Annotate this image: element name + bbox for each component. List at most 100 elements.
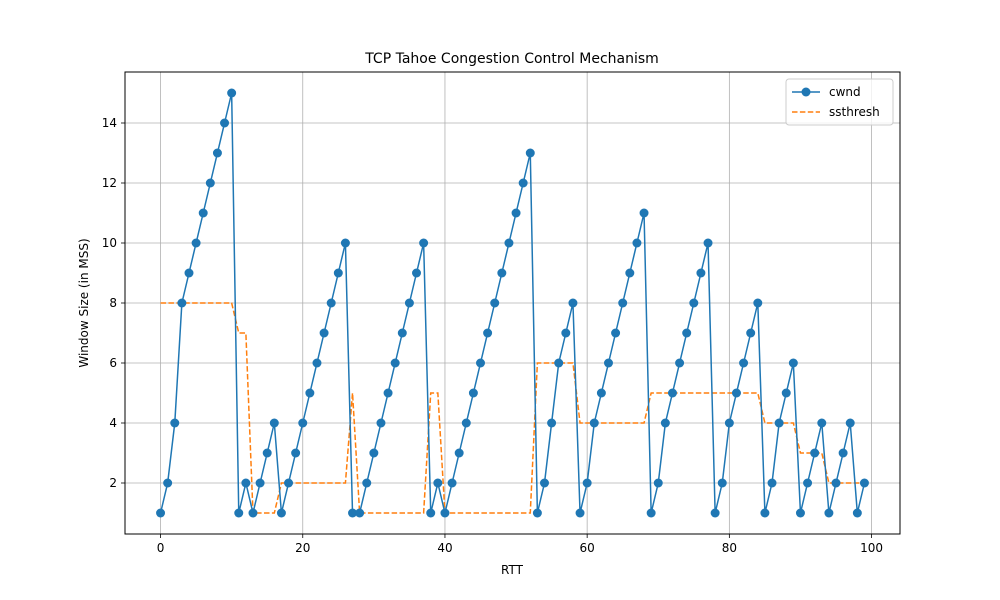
cwnd-point [468, 388, 478, 398]
series-line-cwnd [159, 92, 866, 514]
cwnd-point [525, 148, 535, 158]
cwnd-point [845, 418, 855, 428]
cwnd-point [539, 478, 549, 488]
cwnd-point [795, 508, 805, 518]
y-tick-label: 12 [102, 176, 117, 190]
cwnd-point [490, 298, 500, 308]
cwnd-point [689, 298, 699, 308]
cwnd-point [383, 388, 393, 398]
cwnd-point [803, 478, 813, 488]
cwnd-point [831, 478, 841, 488]
cwnd-point [824, 508, 834, 518]
cwnd-point [561, 328, 571, 338]
cwnd-point [504, 238, 514, 248]
cwnd-point [362, 478, 372, 488]
cwnd-point [355, 508, 365, 518]
cwnd-point [248, 508, 258, 518]
cwnd-point [653, 478, 663, 488]
cwnd-point [611, 328, 621, 338]
cwnd-point [568, 298, 578, 308]
y-tick-label: 14 [102, 116, 117, 130]
cwnd-point [390, 358, 400, 368]
cwnd-point [703, 238, 713, 248]
cwnd-point [340, 238, 350, 248]
cwnd-point [781, 388, 791, 398]
cwnd-point [724, 418, 734, 428]
y-tick-label: 6 [109, 356, 117, 370]
x-tick-label: 80 [722, 541, 737, 555]
cwnd-point [547, 418, 557, 428]
cwnd-point [212, 148, 222, 158]
cwnd-point [412, 268, 422, 278]
cwnd-point [419, 238, 429, 248]
cwnd-point [241, 478, 251, 488]
cwnd-point [269, 418, 279, 428]
cwnd-point [234, 508, 244, 518]
cwnd-point [312, 358, 322, 368]
cwnd-point [838, 448, 848, 458]
cwnd-point [454, 448, 464, 458]
cwnd-point [461, 418, 471, 428]
cwnd-point [710, 508, 720, 518]
x-tick-label: 100 [860, 541, 883, 555]
cwnd-point [667, 388, 677, 398]
cwnd-point [639, 208, 649, 218]
y-tick-label: 8 [109, 296, 117, 310]
cwnd-point [276, 508, 286, 518]
legend-label-ssthresh: ssthresh [829, 105, 880, 119]
cwnd-point [348, 508, 358, 518]
cwnd-point [596, 388, 606, 398]
cwnd-point [426, 508, 436, 518]
x-tick-label: 40 [437, 541, 452, 555]
y-tick-label: 10 [102, 236, 117, 250]
ticks: 0 20 40 60 80 100 2 4 6 8 10 12 14 [102, 116, 883, 555]
cwnd-point [177, 298, 187, 308]
cwnd-point [284, 478, 294, 488]
legend: cwnd ssthresh [785, 78, 894, 126]
cwnd-point [511, 208, 521, 218]
cwnd-point [682, 328, 692, 338]
legend-label-cwnd: cwnd [829, 85, 861, 99]
cwnd-point [220, 118, 230, 128]
cwnd-point [632, 238, 642, 248]
cwnd-point [376, 418, 386, 428]
cwnd-point [774, 418, 784, 428]
cwnd-point [717, 478, 727, 488]
cwnd-point [739, 358, 749, 368]
grid [125, 72, 900, 534]
cwnd-point [646, 508, 656, 518]
cwnd-point [198, 208, 208, 218]
cwnd-point [589, 418, 599, 428]
cwnd-point [476, 358, 486, 368]
cwnd-point [191, 238, 201, 248]
x-axis-label: RTT [501, 563, 524, 577]
cwnd-point [760, 508, 770, 518]
cwnd-point [163, 478, 173, 488]
series-layer [156, 88, 869, 518]
cwnd-point [184, 268, 194, 278]
cwnd-point [582, 478, 592, 488]
chart-title: TCP Tahoe Congestion Control Mechanism [364, 51, 659, 67]
cwnd-point [746, 328, 756, 338]
cwnd-point [753, 298, 763, 308]
cwnd-point [298, 418, 308, 428]
cwnd-point [333, 268, 343, 278]
series-line-ssthresh [160, 302, 865, 514]
cwnd-point [227, 88, 237, 98]
cwnd-point [305, 388, 315, 398]
cwnd-point [810, 448, 820, 458]
cwnd-point [532, 508, 542, 518]
y-tick-label: 2 [109, 476, 117, 490]
cwnd-point [767, 478, 777, 488]
cwnd-point [618, 298, 628, 308]
cwnd-point [575, 508, 585, 518]
cwnd-point [788, 358, 798, 368]
cwnd-point [255, 478, 265, 488]
cwnd-point [625, 268, 635, 278]
cwnd-point [817, 418, 827, 428]
cwnd-point [859, 478, 869, 488]
cwnd-point [852, 508, 862, 518]
cwnd-point [156, 508, 166, 518]
cwnd-point [660, 418, 670, 428]
